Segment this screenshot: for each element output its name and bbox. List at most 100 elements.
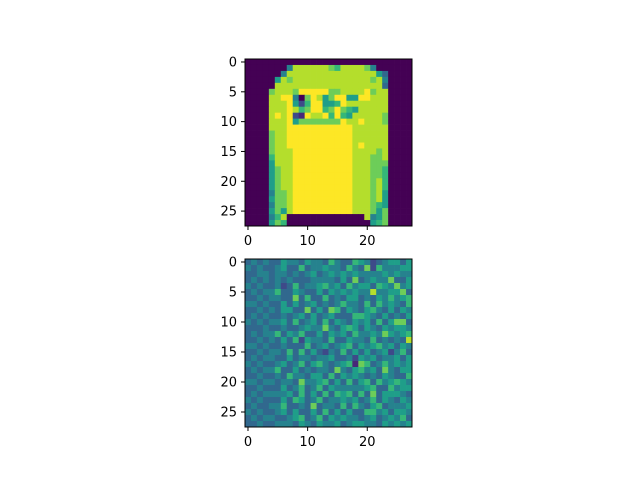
heatmap-cell xyxy=(388,409,395,416)
heatmap-cell xyxy=(382,166,389,173)
heatmap-cell xyxy=(358,178,365,185)
heatmap-cell xyxy=(316,289,323,296)
heatmap-cell xyxy=(280,136,288,143)
heatmap-cell xyxy=(382,391,389,398)
heatmap-cell xyxy=(376,208,383,215)
heatmap-cell xyxy=(370,385,377,392)
heatmap-cell xyxy=(310,82,317,90)
heatmap-cell xyxy=(358,82,365,90)
heatmap-cell xyxy=(382,409,389,416)
heatmap-cell xyxy=(245,367,252,374)
heatmap-cell xyxy=(286,106,294,114)
heatmap-cell xyxy=(352,325,359,332)
heatmap-cell xyxy=(370,355,377,362)
heatmap-cell xyxy=(376,397,383,404)
heatmap-cell xyxy=(334,289,341,296)
heatmap-cell xyxy=(322,421,329,428)
heatmap-cell xyxy=(245,220,252,227)
heatmap-cell xyxy=(370,259,377,266)
heatmap-cell xyxy=(316,112,323,119)
heatmap-cell xyxy=(310,397,317,404)
heatmap-cell xyxy=(370,166,377,173)
heatmap-cell xyxy=(322,88,329,96)
heatmap-cell xyxy=(298,283,305,290)
heatmap-cell xyxy=(358,373,365,380)
heatmap-cell xyxy=(262,160,270,167)
x-tick-label: 10 xyxy=(299,435,316,450)
heatmap-cell xyxy=(364,331,371,338)
heatmap-cell xyxy=(382,94,389,102)
heatmap-cell xyxy=(322,331,329,338)
heatmap-cell xyxy=(256,301,264,308)
heatmap-cell xyxy=(382,196,389,203)
heatmap-cell xyxy=(298,148,305,155)
heatmap-cell xyxy=(370,70,377,78)
heatmap-cell xyxy=(304,88,311,96)
heatmap-cell xyxy=(376,349,383,356)
heatmap-cell xyxy=(352,259,359,266)
heatmap-cell xyxy=(286,361,294,368)
heatmap-cell xyxy=(322,160,329,167)
heatmap-cell xyxy=(322,301,329,308)
heatmap-cell xyxy=(310,196,317,203)
heatmap-cell xyxy=(400,361,407,368)
heatmap-cell xyxy=(322,70,329,78)
heatmap-cell xyxy=(286,94,294,102)
heatmap-cell xyxy=(310,403,317,410)
heatmap-cell xyxy=(328,403,335,410)
heatmap-cell xyxy=(298,59,305,66)
heatmap-cell xyxy=(292,178,300,185)
heatmap-cell xyxy=(274,355,282,362)
heatmap-cell xyxy=(316,142,323,149)
heatmap-cell xyxy=(262,265,270,272)
heatmap-cell xyxy=(340,196,347,203)
heatmap-cell xyxy=(352,106,359,114)
heatmap-cell xyxy=(262,343,270,350)
heatmap-cell xyxy=(245,202,252,209)
heatmap-cell xyxy=(250,100,258,108)
heatmap-cell xyxy=(280,319,288,326)
heatmap-cell xyxy=(388,307,395,314)
heatmap-cell xyxy=(334,385,341,392)
heatmap-cell xyxy=(400,265,407,272)
heatmap-cell xyxy=(352,190,359,197)
heatmap-cell xyxy=(358,295,365,302)
heatmap-cell xyxy=(322,319,329,326)
heatmap-cell xyxy=(340,88,347,96)
heatmap-cell xyxy=(364,220,371,227)
heatmap-cell xyxy=(256,76,264,84)
heatmap-cell xyxy=(328,142,335,149)
heatmap-cell xyxy=(292,265,300,272)
heatmap-cell xyxy=(376,88,383,96)
heatmap-cell xyxy=(328,259,335,266)
heatmap-cell xyxy=(298,184,305,191)
heatmap-cell xyxy=(280,265,288,272)
heatmap-cell xyxy=(352,64,359,72)
heatmap-cell xyxy=(364,196,371,203)
heatmap-cell xyxy=(370,349,377,356)
heatmap-cell xyxy=(304,178,311,185)
heatmap-cell xyxy=(298,136,305,143)
heatmap-cell xyxy=(262,421,270,428)
heatmap-cell xyxy=(352,337,359,344)
heatmap-cell xyxy=(310,343,317,350)
heatmap-cell xyxy=(364,154,371,161)
heatmap-cell xyxy=(322,337,329,344)
heatmap-cell xyxy=(394,295,401,302)
heatmap-cell xyxy=(334,190,341,197)
heatmap-cell xyxy=(316,313,323,320)
heatmap-cell xyxy=(286,295,294,302)
heatmap-cell xyxy=(340,307,347,314)
heatmap-cell xyxy=(358,190,365,197)
heatmap-cell xyxy=(268,130,276,137)
heatmap-top-cells xyxy=(245,59,413,227)
heatmap-cell xyxy=(280,397,288,404)
heatmap-cell xyxy=(304,313,311,320)
heatmap-cell xyxy=(286,259,294,266)
heatmap-cell xyxy=(316,154,323,161)
heatmap-cell xyxy=(316,59,323,66)
heatmap-cell xyxy=(328,220,335,227)
heatmap-cell xyxy=(280,160,288,167)
heatmap-cell xyxy=(280,76,288,84)
heatmap-cell xyxy=(364,184,371,191)
